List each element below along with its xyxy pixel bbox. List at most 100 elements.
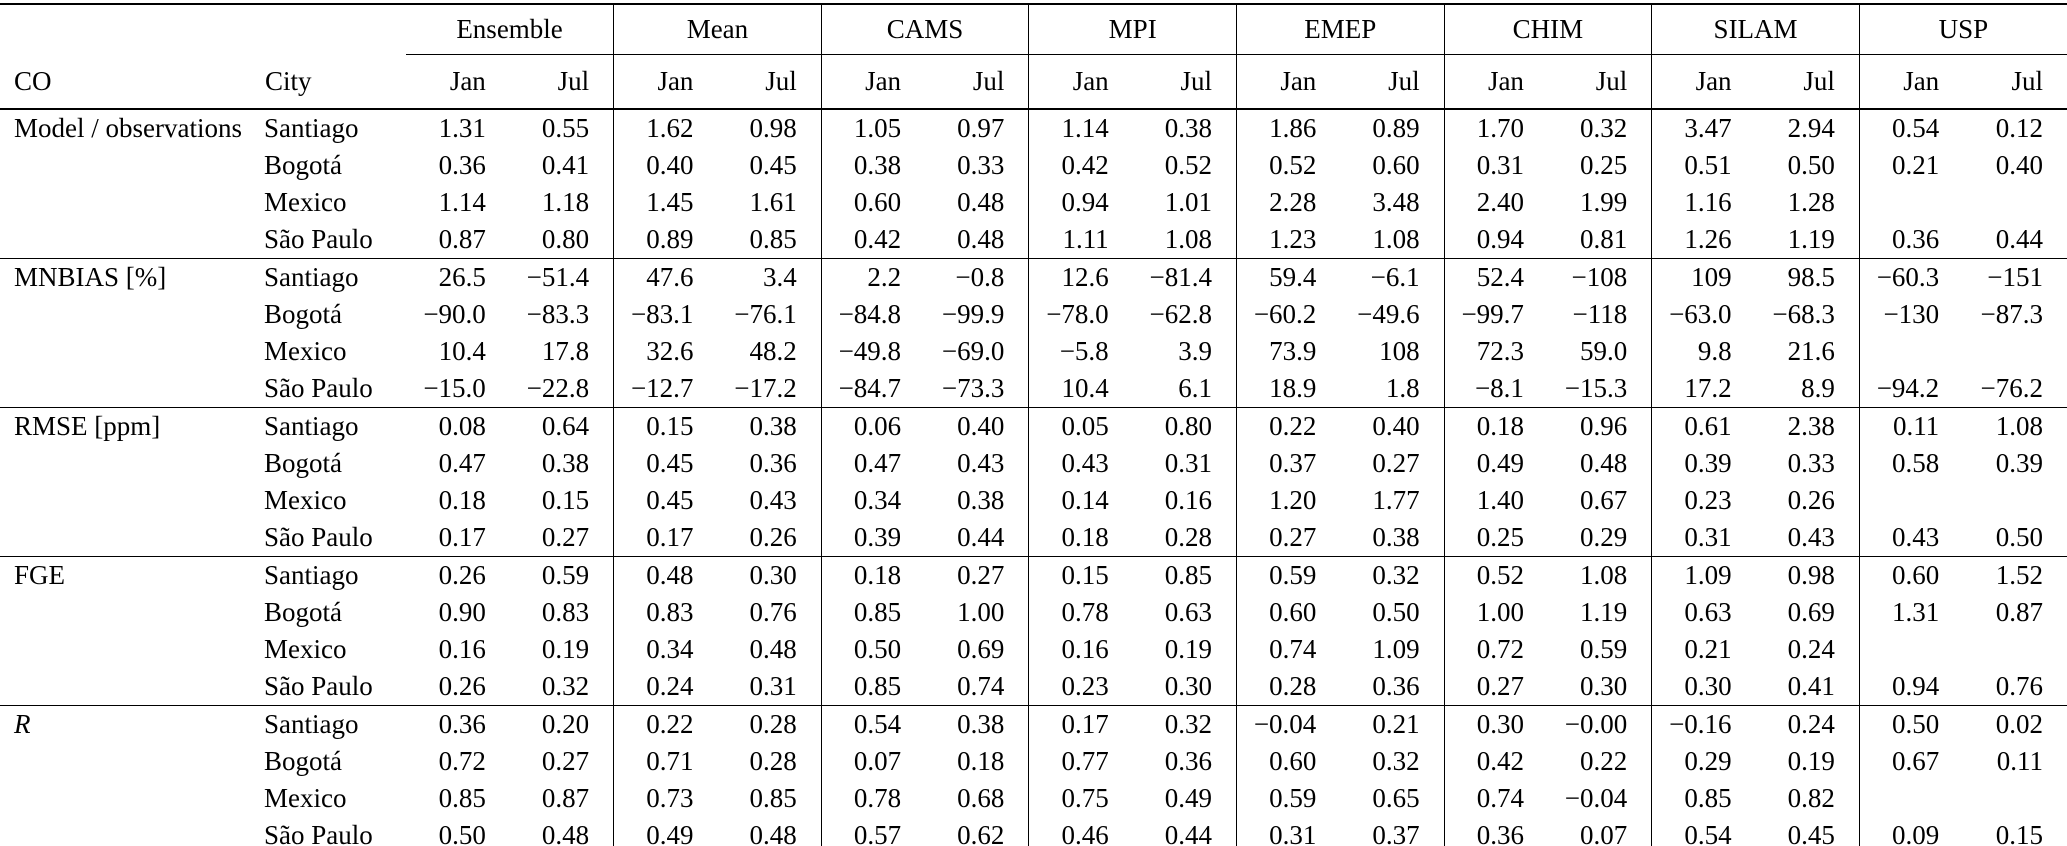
value-cell: 0.38 bbox=[925, 705, 1029, 743]
value-cell: 0.48 bbox=[541, 820, 590, 846]
value-cell: 0.38 bbox=[717, 407, 822, 445]
value-cell: 1.14 bbox=[1028, 108, 1133, 147]
value-cell: 0.11 bbox=[1996, 746, 2043, 776]
value-cell: 0.32 bbox=[1340, 556, 1445, 594]
value-cell: 0.77 bbox=[1028, 743, 1133, 780]
value-cell bbox=[1858, 184, 1964, 221]
value-cell: 21.6 bbox=[1787, 336, 1835, 366]
value-cell: 0.36 bbox=[438, 150, 486, 180]
table-row: São Paulo 0.26 0.32 0.24 0.31 0.85 0.74 0.23 0.3… bbox=[0, 668, 2067, 706]
group-header-mean: Mean bbox=[613, 4, 822, 55]
city-cell: Bogotá bbox=[264, 299, 342, 329]
value-cell: 0.73 bbox=[613, 780, 718, 817]
value-cell: 0.44 bbox=[957, 522, 1005, 552]
value-cell: 0.29 bbox=[1651, 743, 1756, 780]
value-cell: 0.31 bbox=[1443, 147, 1548, 184]
value-cell: 0.49 bbox=[1164, 783, 1212, 813]
value-cell: 0.36 bbox=[1372, 671, 1420, 701]
value-cell: 0.31 bbox=[1164, 448, 1212, 478]
value-cell: 0.45 bbox=[613, 445, 718, 482]
value-cell: 3.48 bbox=[1372, 187, 1420, 217]
subheader-jan: Jan bbox=[1028, 54, 1133, 110]
value-cell: 0.15 bbox=[613, 407, 718, 445]
value-cell: 0.52 bbox=[1236, 147, 1341, 184]
value-cell: −87.3 bbox=[1980, 299, 2043, 329]
group-header-mpi: MPI bbox=[1028, 4, 1237, 55]
table-row: Mexico 1.14 1.18 1.45 1.61 0.60 0.48 0.94 1.01 2.… bbox=[0, 184, 2067, 221]
value-cell: 0.97 bbox=[925, 108, 1029, 147]
value-cell: 0.87 bbox=[541, 783, 590, 813]
value-cell: 1.86 bbox=[1236, 108, 1341, 147]
value-cell: 0.51 bbox=[1651, 147, 1756, 184]
value-cell: 8.9 bbox=[1801, 373, 1835, 403]
value-cell: −130 bbox=[1858, 296, 1964, 333]
value-cell: 0.27 bbox=[1236, 519, 1341, 557]
value-cell: −51.4 bbox=[509, 258, 614, 296]
value-cell: 0.64 bbox=[509, 407, 614, 445]
value-cell: 0.58 bbox=[1858, 445, 1964, 482]
value-cell: −0.16 bbox=[1651, 705, 1756, 743]
table-row: MNBIAS [%] Santiago 26.5 −51.4 47.6 3.4 2.2 −0.… bbox=[0, 258, 2067, 408]
city-cell: São Paulo bbox=[264, 522, 373, 552]
value-cell: 1.08 bbox=[1372, 224, 1420, 254]
subheader-jul: Jul bbox=[509, 54, 614, 110]
city-cell: Santiago bbox=[264, 407, 406, 445]
value-cell: 0.49 bbox=[1443, 445, 1548, 482]
value-cell: 0.85 bbox=[1651, 780, 1756, 817]
metric-label: MNBIAS [%] bbox=[0, 258, 264, 408]
value-cell: 0.15 bbox=[541, 485, 590, 515]
value-cell: 0.24 bbox=[613, 668, 718, 706]
value-cell: 0.28 bbox=[1164, 522, 1212, 552]
value-cell: 0.94 bbox=[1028, 184, 1133, 221]
value-cell: −81.4 bbox=[1132, 258, 1237, 296]
value-cell: 1.8 bbox=[1385, 373, 1420, 403]
value-cell: 0.18 bbox=[438, 485, 486, 515]
value-cell: 0.19 bbox=[1787, 746, 1835, 776]
value-cell: 0.60 bbox=[1858, 556, 1964, 594]
value-cell: 0.63 bbox=[1164, 597, 1212, 627]
value-cell: 0.24 bbox=[1787, 634, 1835, 664]
value-cell: 0.43 bbox=[1787, 522, 1835, 552]
value-cell: 0.46 bbox=[1028, 817, 1133, 846]
value-cell: 0.43 bbox=[749, 485, 797, 515]
value-cell: 0.42 bbox=[1028, 147, 1133, 184]
value-cell: 0.41 bbox=[1787, 671, 1835, 701]
value-cell: 0.32 bbox=[1372, 746, 1420, 776]
value-cell: 0.39 bbox=[1995, 448, 2043, 478]
metric-label: R bbox=[0, 705, 264, 846]
value-cell: 0.08 bbox=[406, 407, 510, 445]
value-cell: 0.50 bbox=[820, 631, 926, 668]
value-cell bbox=[1963, 333, 2067, 370]
value-cell: −17.2 bbox=[734, 373, 797, 403]
value-cell: 0.17 bbox=[613, 519, 718, 557]
city-cell: Santiago bbox=[264, 705, 406, 743]
value-cell: 1.26 bbox=[1651, 221, 1756, 259]
value-cell: 0.83 bbox=[541, 597, 590, 627]
value-cell: 0.50 bbox=[1372, 597, 1420, 627]
value-cell: 1.19 bbox=[1787, 224, 1835, 254]
subheader-jul: Jul bbox=[717, 54, 822, 110]
value-cell: 0.26 bbox=[749, 522, 797, 552]
value-cell: −99.9 bbox=[941, 299, 1005, 329]
value-cell: 0.15 bbox=[1028, 556, 1133, 594]
value-cell: 0.30 bbox=[1164, 671, 1212, 701]
value-cell: 0.48 bbox=[749, 634, 797, 664]
value-cell: 0.34 bbox=[613, 631, 718, 668]
value-cell bbox=[1858, 482, 1964, 519]
value-cell: 0.26 bbox=[1787, 485, 1835, 515]
value-cell: 0.74 bbox=[957, 671, 1005, 701]
city-cell: Mexico bbox=[264, 187, 347, 217]
value-cell: 0.98 bbox=[717, 108, 822, 147]
value-cell: 0.85 bbox=[1132, 556, 1237, 594]
subheader-jan: Jan bbox=[1236, 54, 1341, 110]
value-cell: 0.16 bbox=[438, 634, 486, 664]
value-cell: −22.8 bbox=[526, 373, 590, 403]
table-row: São Paulo −15.0 −22.8 −12.7 −17.2 −84.7 −73.3 1… bbox=[0, 370, 2067, 408]
value-cell: 17.2 bbox=[1651, 370, 1756, 408]
value-cell: 0.28 bbox=[749, 746, 797, 776]
value-cell: 2.40 bbox=[1443, 184, 1548, 221]
value-cell: 0.41 bbox=[541, 150, 590, 180]
table-row: Bogotá 0.72 0.27 0.71 0.28 0.07 0.18 0.77 0.36 0.… bbox=[0, 743, 2067, 780]
value-cell: 0.27 bbox=[925, 556, 1029, 594]
value-cell: 0.94 bbox=[1858, 668, 1964, 706]
